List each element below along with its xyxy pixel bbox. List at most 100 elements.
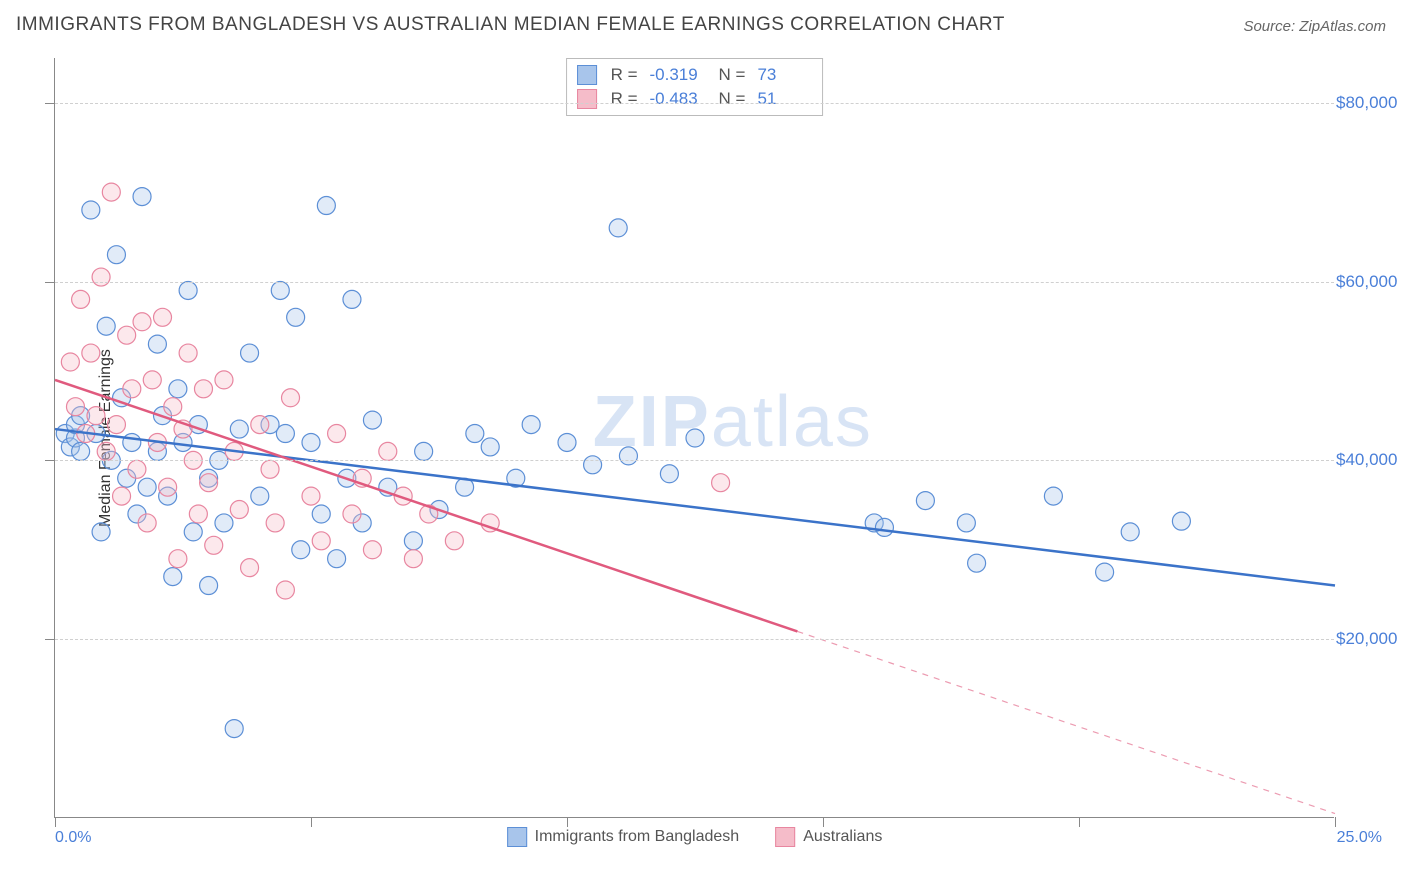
scatter-point [875, 518, 893, 536]
scatter-point [92, 268, 110, 286]
scatter-point [660, 465, 678, 483]
x-tick [311, 817, 312, 827]
x-tick [567, 817, 568, 827]
gridline-h [55, 103, 1334, 104]
legend-bottom-swatch-0 [507, 827, 527, 847]
legend-series: Immigrants from Bangladesh Australians [507, 827, 883, 847]
scatter-point [107, 246, 125, 264]
scatter-point [466, 425, 484, 443]
y-tick [45, 103, 55, 104]
scatter-point [609, 219, 627, 237]
n-value-0: 73 [757, 65, 812, 85]
legend-item-label-0: Immigrants from Bangladesh [535, 828, 740, 846]
gridline-h [55, 639, 1334, 640]
trend-line-dashed [797, 631, 1335, 813]
gridline-h [55, 282, 1334, 283]
scatter-point [169, 380, 187, 398]
x-tick [1335, 817, 1336, 827]
scatter-point [154, 308, 172, 326]
scatter-point [312, 532, 330, 550]
scatter-point [343, 290, 361, 308]
scatter-point [164, 398, 182, 416]
scatter-point [686, 429, 704, 447]
plot-area: ZIPatlas Median Female Earnings 0.0% 25.… [54, 58, 1334, 818]
scatter-point [251, 487, 269, 505]
legend-stats: R = -0.319 N = 73 R = -0.483 N = 51 [566, 58, 824, 116]
scatter-point [215, 514, 233, 532]
scatter-point [1044, 487, 1062, 505]
scatter-point [133, 313, 151, 331]
scatter-point [164, 568, 182, 586]
scatter-point [1096, 563, 1114, 581]
scatter-point [194, 380, 212, 398]
scatter-point [957, 514, 975, 532]
y-tick-label: $80,000 [1336, 93, 1406, 113]
scatter-point [159, 478, 177, 496]
y-tick [45, 639, 55, 640]
scatter-point [415, 442, 433, 460]
scatter-point [712, 474, 730, 492]
scatter-point [102, 183, 120, 201]
scatter-point [251, 416, 269, 434]
scatter-point [584, 456, 602, 474]
x-tick [55, 817, 56, 827]
chart-container: IMMIGRANTS FROM BANGLADESH VS AUSTRALIAN… [0, 0, 1406, 892]
legend-item-label-1: Australians [803, 828, 882, 846]
legend-stats-row-1: R = -0.483 N = 51 [577, 87, 813, 111]
scatter-point [916, 492, 934, 510]
legend-swatch-1 [577, 89, 597, 109]
scatter-point [87, 407, 105, 425]
scatter-point [143, 371, 161, 389]
scatter-point [82, 344, 100, 362]
scatter-point [118, 326, 136, 344]
n-label-1: N = [719, 89, 746, 109]
r-label-1: R = [611, 89, 638, 109]
scatter-point [200, 474, 218, 492]
scatter-point [128, 460, 146, 478]
scatter-point [379, 442, 397, 460]
scatter-point [292, 541, 310, 559]
scatter-point [266, 514, 284, 532]
scatter-point [189, 505, 207, 523]
x-tick [823, 817, 824, 827]
scatter-point [302, 487, 320, 505]
scatter-point [1172, 512, 1190, 530]
scatter-point [61, 353, 79, 371]
scatter-point [107, 416, 125, 434]
scatter-point [230, 501, 248, 519]
scatter-point [282, 389, 300, 407]
gridline-h [55, 460, 1334, 461]
scatter-point [200, 577, 218, 595]
r-value-1: -0.483 [650, 89, 705, 109]
legend-item-0: Immigrants from Bangladesh [507, 827, 740, 847]
scatter-point [619, 447, 637, 465]
r-value-0: -0.319 [650, 65, 705, 85]
scatter-point [97, 442, 115, 460]
scatter-point [404, 532, 422, 550]
scatter-point [968, 554, 986, 572]
legend-item-1: Australians [775, 827, 882, 847]
y-tick-label: $20,000 [1336, 629, 1406, 649]
scatter-point [138, 478, 156, 496]
scatter-point [241, 344, 259, 362]
scatter-point [72, 290, 90, 308]
scatter-point [241, 559, 259, 577]
scatter-point [230, 420, 248, 438]
scatter-point [276, 425, 294, 443]
scatter-point [215, 371, 233, 389]
scatter-point [148, 335, 166, 353]
scatter-point [113, 487, 131, 505]
scatter-point [92, 523, 110, 541]
scatter-point [522, 416, 540, 434]
scatter-point [205, 536, 223, 554]
n-value-1: 51 [757, 89, 812, 109]
y-tick [45, 460, 55, 461]
legend-swatch-0 [577, 65, 597, 85]
scatter-point [328, 425, 346, 443]
scatter-point [1121, 523, 1139, 541]
scatter-point [169, 550, 187, 568]
scatter-point [445, 532, 463, 550]
n-label-0: N = [719, 65, 746, 85]
scatter-point [261, 460, 279, 478]
scatter-point [312, 505, 330, 523]
